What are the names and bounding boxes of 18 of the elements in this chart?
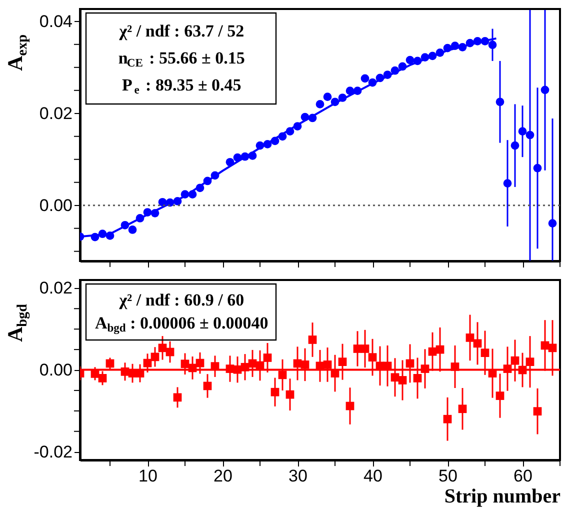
annotation: χ² / ndf : 63.7 / 52 <box>118 22 244 40</box>
y-tick-label: -0.02 <box>34 442 72 462</box>
x-tick-label: 50 <box>438 466 458 486</box>
x-axis-title: Strip number <box>444 486 561 508</box>
x-tick-label: 10 <box>138 466 158 486</box>
y-tick-label: 0.00 <box>39 196 72 215</box>
x-tick-label: 30 <box>288 466 308 486</box>
text: Abgd <box>3 304 30 342</box>
x-tick-label: 60 <box>514 466 532 486</box>
annotation: χ² / ndf : 60.9 / 60 <box>118 290 244 310</box>
x-tick-label: 20 <box>214 466 232 486</box>
x-tick-label: 40 <box>364 466 382 486</box>
text: : 0.00006 ± 0.00040 <box>130 314 268 332</box>
y-tick-label: 0.04 <box>39 12 72 31</box>
y-axis-title: Aexp <box>3 34 30 71</box>
y-tick-label: 0.00 <box>39 360 72 380</box>
y-tick-label: 0.02 <box>39 278 72 298</box>
y-tick-label: 0.02 <box>39 104 72 123</box>
